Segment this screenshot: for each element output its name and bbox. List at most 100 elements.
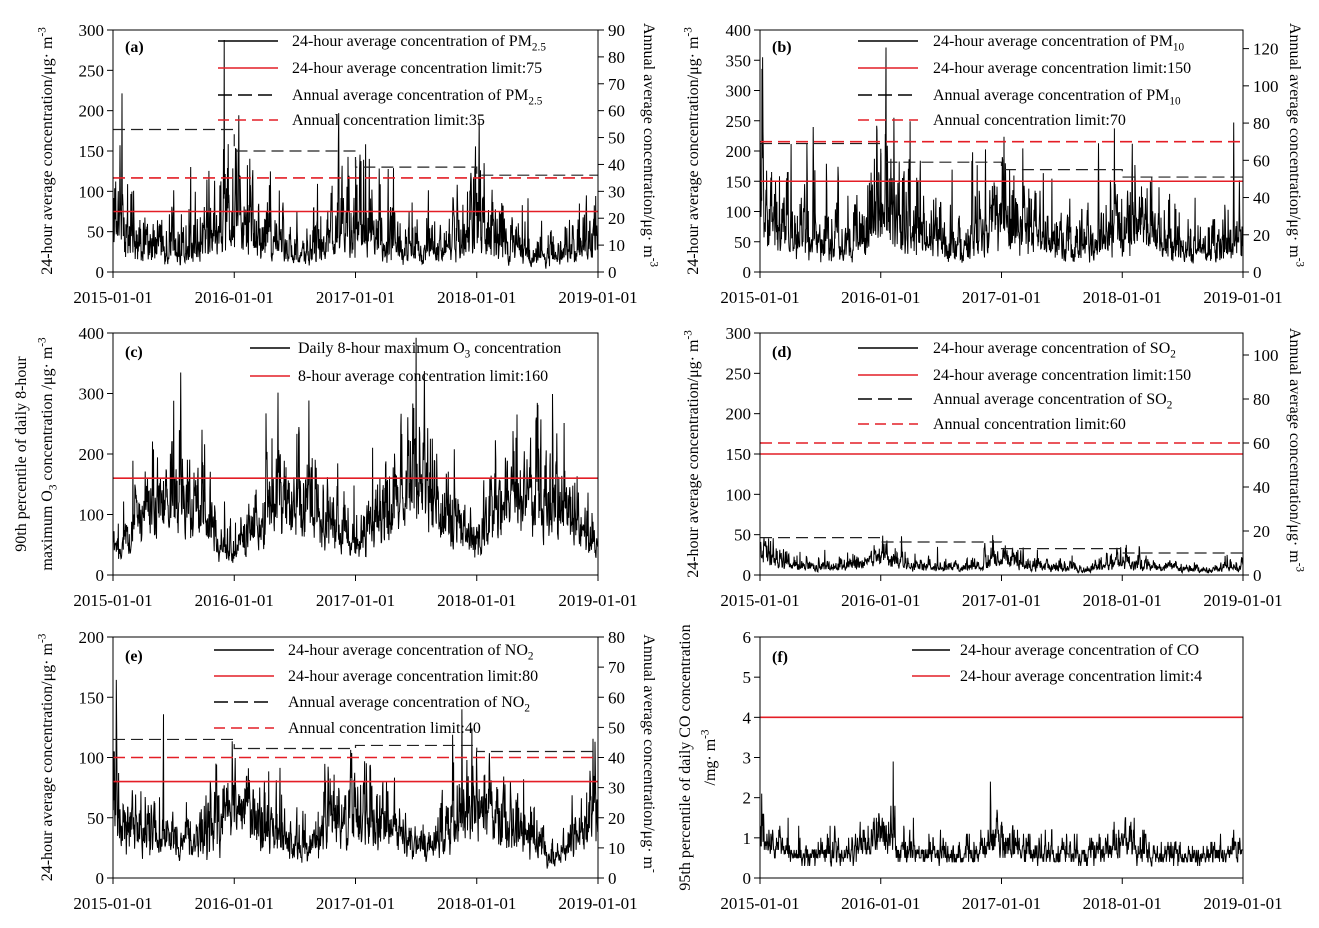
y2-tick-label: 20	[1253, 522, 1270, 541]
y-tick-label: 50	[734, 526, 751, 545]
y-tick-label: 4	[743, 708, 752, 727]
legend-label: 24-hour average concentration limit:150	[933, 60, 1191, 77]
x-tick-label: 2017-01-01	[316, 894, 395, 913]
legend-label: Annual average concentration of NO2	[288, 694, 530, 714]
y2-tick-label: 0	[608, 869, 617, 888]
y2-tick-label: 70	[608, 658, 625, 677]
y-tick-label: 0	[743, 263, 752, 282]
y-tick-label: 0	[743, 869, 752, 888]
x-tick-label: 2016-01-01	[841, 591, 920, 610]
y2-axis-title: Annual average concentration/μg· m-3	[1286, 23, 1306, 267]
y-tick-label: 5	[743, 668, 752, 687]
y-tick-label: 200	[79, 102, 105, 121]
x-tick-label: 2017-01-01	[962, 894, 1041, 913]
panel-e: 0 50 100 150 200 0 10 20 30 40 50 60 70 80 2015-01-01 2…	[36, 628, 659, 913]
y-tick-label: 200	[79, 445, 105, 464]
y2-tick-label: 60	[1253, 151, 1270, 170]
daily-series-line	[112, 337, 599, 563]
y-tick-label: 100	[79, 182, 105, 201]
y-tick-label: 250	[726, 364, 752, 383]
panel-c: 0 100 200 300 400 2015-01-01 2016-01-01 2017-01…	[13, 324, 638, 610]
x-tick-label: 2019-01-01	[1203, 288, 1282, 307]
y-tick-label: 0	[96, 263, 105, 282]
y2-tick-label: 50	[608, 718, 625, 737]
y2-tick-label: 70	[608, 75, 625, 94]
x-tick-label: 2017-01-01	[316, 288, 395, 307]
y-tick-label: 0	[96, 566, 105, 585]
x-tick-label: 2018-01-01	[437, 894, 516, 913]
legend-label: Annual average concentration of SO2	[933, 391, 1172, 411]
y-tick-label: 50	[87, 223, 104, 242]
y-axis-title: 90th percentile of daily 8-hour	[13, 356, 30, 552]
y-axis-title: /mg· m-3	[699, 729, 719, 785]
y-tick-label: 0	[96, 869, 105, 888]
y2-axis-title: Annual average concentration/μg· m-3	[640, 23, 660, 267]
y-tick-label: 300	[79, 385, 105, 404]
legend-label: Annual concentration limit:40	[288, 720, 481, 737]
annual-average-line	[113, 738, 598, 753]
x-tick-label: 2018-01-01	[1083, 288, 1162, 307]
y2-tick-label: 20	[608, 209, 625, 228]
x-tick-label: 2019-01-01	[1203, 894, 1282, 913]
legend-label: Annual average concentration of PM2.5	[292, 87, 543, 107]
y2-tick-label: 50	[608, 129, 625, 148]
y-axis-title: 95th percentile of daily CO concentratio…	[677, 624, 694, 890]
x-tick-label: 2015-01-01	[720, 894, 799, 913]
x-tick-label: 2016-01-01	[195, 591, 274, 610]
y2-tick-label: 100	[1253, 77, 1279, 96]
x-tick-label: 2016-01-01	[195, 288, 274, 307]
y2-tick-label: 0	[1253, 263, 1262, 282]
x-tick-label: 2015-01-01	[73, 591, 152, 610]
x-tick-label: 2016-01-01	[195, 894, 274, 913]
panel-label: (d)	[772, 344, 792, 361]
legend-label: Annual average concentration of PM10	[933, 87, 1181, 107]
y2-tick-label: 0	[608, 263, 617, 282]
y2-tick-label: 40	[608, 155, 625, 174]
legend-label: Annual concentration limit:35	[292, 112, 485, 129]
panel-a: 0 50 100 150 200 250 300 0 10 20 30 40 50 60 70 80 90 201…	[36, 21, 659, 307]
annual-average-line	[113, 128, 598, 176]
daily-series-line	[759, 535, 1244, 575]
y2-axis-title: Annual average concentration/μg· m-3	[1286, 328, 1306, 572]
legend-label: 24-hour average concentration of PM2.5	[292, 33, 546, 53]
x-tick-label: 2018-01-01	[1083, 591, 1162, 610]
y-tick-label: 200	[726, 142, 752, 161]
y-tick-label: 100	[79, 749, 105, 768]
y-tick-label: 300	[726, 324, 752, 343]
legend-label: 24-hour average concentration limit:4	[960, 668, 1202, 685]
panel-f: 0 1 2 3 4 5 6 2015-01-01 2016-01-01 2017-01-01 201…	[677, 624, 1283, 913]
y2-tick-label: 40	[1253, 189, 1270, 208]
panel-label: (e)	[125, 648, 143, 665]
x-tick-label: 2016-01-01	[841, 894, 920, 913]
y2-tick-label: 120	[1253, 40, 1279, 59]
daily-series-line	[759, 47, 1244, 264]
x-tick-label: 2019-01-01	[558, 591, 637, 610]
x-tick-label: 2016-01-01	[841, 288, 920, 307]
y2-axis-title: Annual average concentration/μg· m-	[640, 634, 660, 873]
y2-tick-label: 100	[1253, 346, 1279, 365]
legend: 24-hour average concentration of PM2.5 24…	[218, 33, 546, 129]
daily-series-line	[112, 39, 599, 269]
panel-label: (c)	[125, 344, 143, 361]
legend-label: 24-hour average concentration limit:80	[288, 668, 538, 685]
x-tick-label: 2015-01-01	[720, 288, 799, 307]
legend-label: 8-hour average concentration limit:160	[298, 368, 548, 385]
legend: 24-hour average concentration of CO 24-ho…	[912, 642, 1202, 685]
y2-tick-label: 60	[1253, 434, 1270, 453]
daily-series-line	[112, 679, 599, 869]
legend: 24-hour average concentration of PM10 24-…	[858, 33, 1191, 129]
x-tick-label: 2015-01-01	[720, 591, 799, 610]
legend: 24-hour average concentration of SO2 24-h…	[858, 340, 1191, 433]
y2-tick-label: 20	[608, 809, 625, 828]
y-tick-label: 400	[726, 21, 752, 40]
y-axis-title: maximum O3 concentration /μg· m-3	[36, 337, 59, 571]
daily-series-line	[759, 761, 1243, 867]
y2-tick-label: 60	[608, 102, 625, 121]
y2-tick-label: 0	[1253, 566, 1262, 585]
legend-label: Daily 8-hour maximum O3 concentration	[298, 340, 561, 360]
y2-tick-label: 20	[1253, 226, 1270, 245]
y-tick-label: 250	[79, 61, 105, 80]
x-tick-label: 2018-01-01	[1083, 894, 1162, 913]
y2-tick-label: 30	[608, 182, 625, 201]
x-tick-label: 2015-01-01	[73, 894, 152, 913]
